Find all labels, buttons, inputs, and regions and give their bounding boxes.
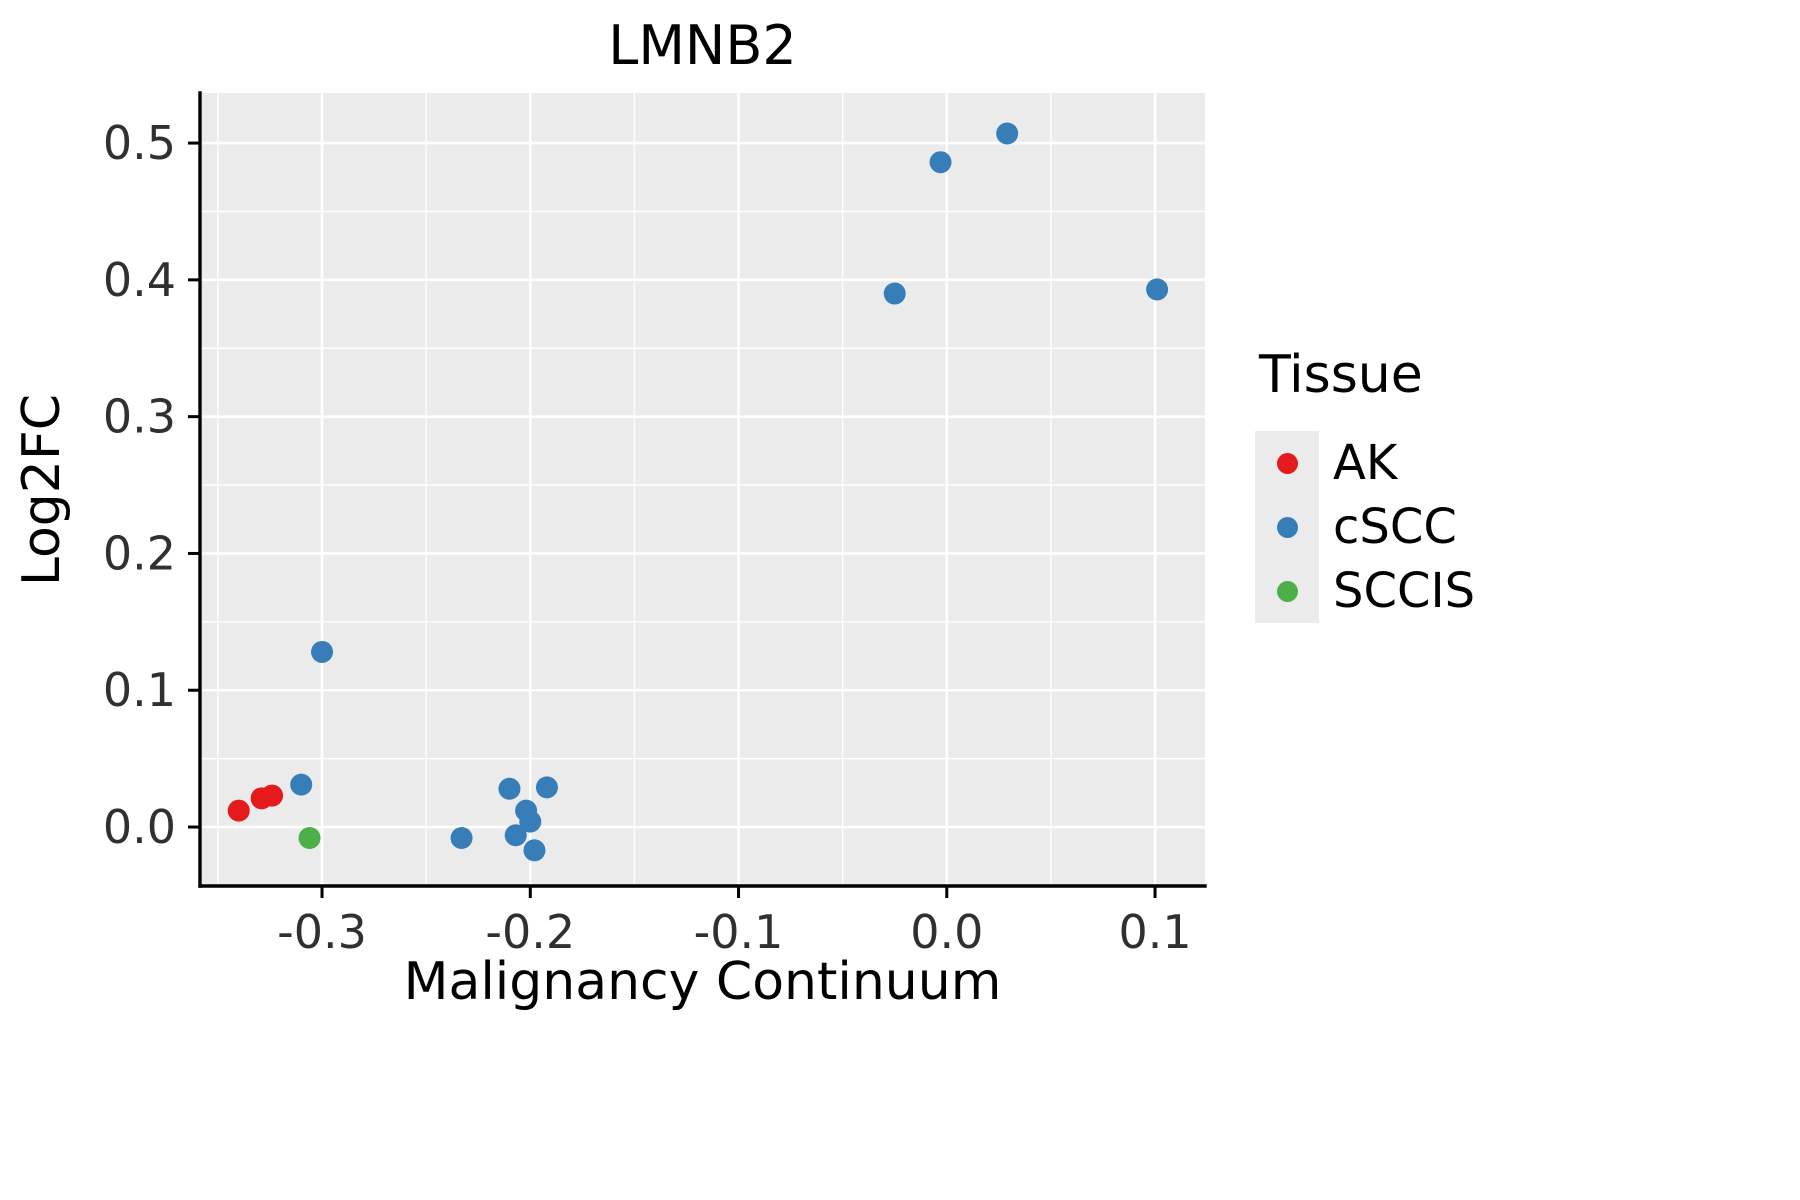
x-tick-labels: -0.3 -0.2 -0.1 0.0 0.1 — [277, 905, 1191, 959]
y-tick-label: 0.4 — [103, 253, 176, 307]
data-point — [227, 799, 250, 822]
legend-key-sccis — [1255, 559, 1319, 623]
data-point — [1146, 278, 1169, 301]
data-point — [519, 810, 542, 833]
data-point — [298, 826, 321, 849]
axis-lines — [198, 91, 1207, 888]
legend-entry-ak: AK — [1255, 431, 1475, 495]
legend-label-cscc: cSCC — [1333, 499, 1457, 555]
y-tick-labels: 0.0 0.1 0.2 0.3 0.4 0.5 — [103, 116, 176, 854]
legend-label-sccis: SCCIS — [1333, 563, 1476, 619]
data-point — [498, 777, 521, 800]
y-tick-label: 0.2 — [103, 526, 176, 580]
x-axis-title: Malignancy Continuum — [403, 952, 1002, 1012]
chart-title: LMNB2 — [608, 14, 797, 77]
data-point — [290, 773, 313, 796]
legend-dot-ak-icon — [1276, 452, 1298, 474]
series-cscc — [290, 122, 1169, 862]
series-ak — [227, 784, 284, 822]
data-point — [311, 640, 334, 663]
data-point — [523, 839, 546, 862]
data-point — [450, 826, 473, 849]
legend-entry-sccis: SCCIS — [1255, 559, 1475, 623]
x-tick-label: -0.2 — [485, 905, 575, 959]
y-axis-title: Log2FC — [12, 393, 72, 587]
data-point — [883, 282, 906, 305]
data-point — [535, 776, 558, 799]
data-point — [929, 151, 952, 174]
legend-title: Tissue — [1259, 345, 1423, 405]
y-tick-label: 0.1 — [103, 663, 176, 717]
legend: Tissue AK cSCC SCCIS — [1255, 345, 1475, 623]
series-sccis — [298, 826, 321, 849]
y-tick-label: 0.3 — [103, 390, 176, 444]
y-tick-label: 0.5 — [103, 116, 176, 170]
legend-label-ak: AK — [1333, 435, 1398, 491]
minor-gridlines — [200, 93, 1205, 886]
tick-marks — [188, 141, 1157, 898]
data-point — [261, 784, 284, 807]
legend-dot-sccis-icon — [1276, 580, 1298, 602]
legend-entry-cscc: cSCC — [1255, 495, 1475, 559]
legend-key-cscc — [1255, 495, 1319, 559]
x-tick-label: -0.1 — [694, 905, 784, 959]
data-point — [504, 824, 527, 847]
plot-panel — [200, 93, 1205, 886]
y-tick-label: 0.0 — [103, 800, 176, 854]
x-tick-label: 0.0 — [910, 905, 983, 959]
legend-key-ak — [1255, 431, 1319, 495]
legend-dot-cscc-icon — [1276, 516, 1298, 538]
major-gridlines — [200, 93, 1205, 886]
x-tick-label: -0.3 — [277, 905, 367, 959]
data-point — [996, 122, 1019, 145]
x-tick-label: 0.1 — [1118, 905, 1191, 959]
